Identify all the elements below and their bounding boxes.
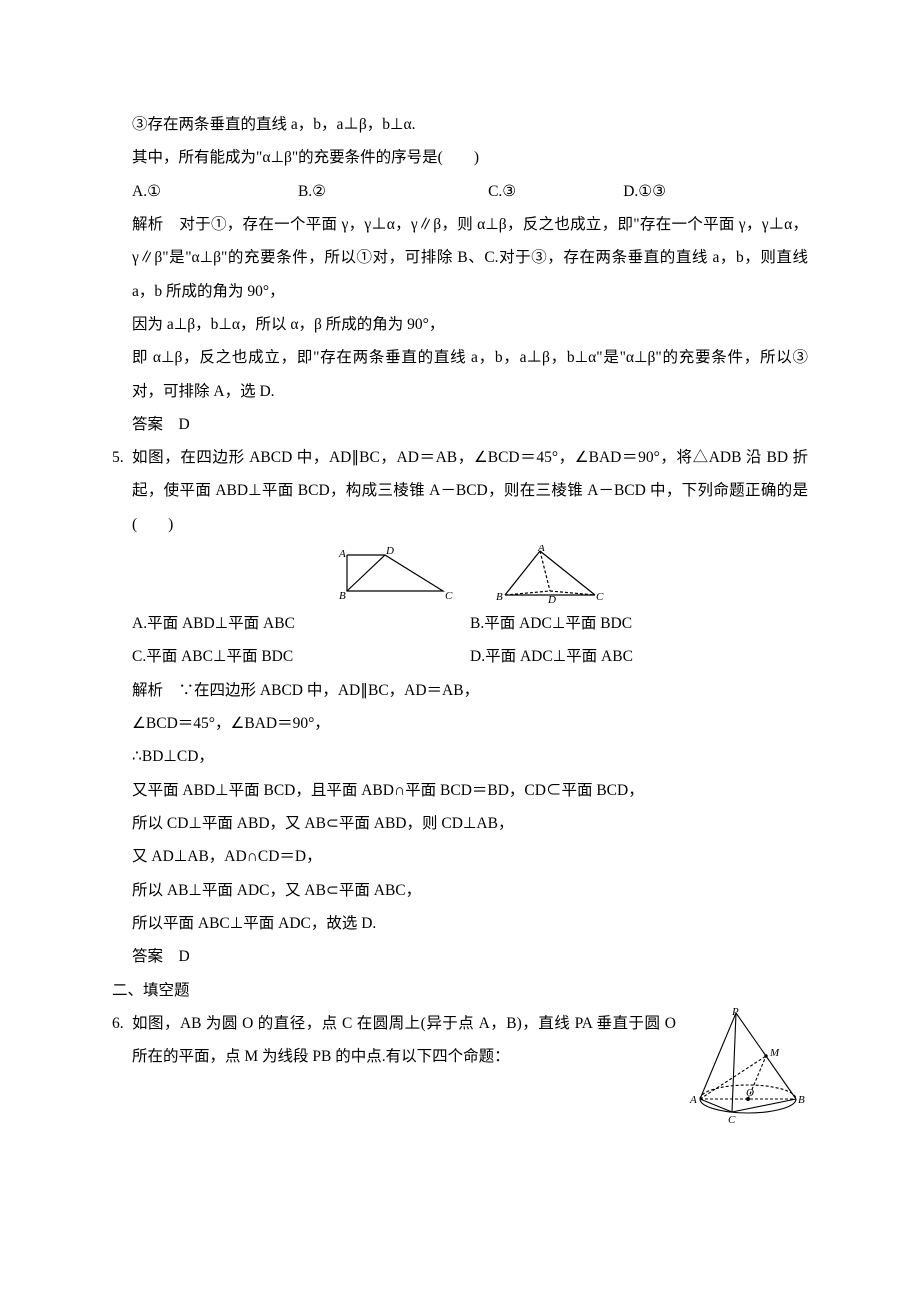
q5-sol-label: 解析 xyxy=(132,682,163,699)
q4-opt-d: D.①③ xyxy=(623,175,666,208)
lbl-D: D xyxy=(385,545,394,557)
q5-ans-label: 答案 xyxy=(132,948,163,965)
q5-sol3: ∴BD⊥CD， xyxy=(132,740,808,773)
lbl-B6: B xyxy=(798,1094,805,1106)
lbl-O: O xyxy=(746,1087,754,1099)
q5-sol1: ∵在四边形 ABCD 中，AD∥BC，AD＝AB， xyxy=(179,682,480,699)
q5-opt-a: A.平面 ABD⊥平面 ABC xyxy=(132,607,470,640)
lbl-A: A xyxy=(338,548,346,560)
q5-sol8: 所以平面 ABC⊥平面 ADC，故选 D. xyxy=(132,907,808,940)
q4-prompt: 其中，所有能成为"α⊥β"的充要条件的序号是( ) xyxy=(112,141,808,174)
q5-figures: A D B C xyxy=(132,541,808,607)
q6-stem: 如图，AB 为圆 O 的直径，点 C 在圆周上(异于点 A，B)，直线 PA 垂… xyxy=(132,1007,676,1127)
q5-solution: 解析 ∵在四边形 ABCD 中，AD∥BC，AD＝AB， xyxy=(132,674,808,707)
q5-num: 5. xyxy=(112,441,132,973)
q5-stem: 如图，在四边形 ABCD 中，AD∥BC，AD＝AB，∠BCD＝45°，∠BAD… xyxy=(132,441,808,541)
lbl-B2: B xyxy=(496,591,503,603)
q4-ans-label: 答案 xyxy=(132,416,163,433)
q5-ans-value: D xyxy=(179,948,190,965)
q4-stmt3: ③存在两条垂直的直线 a，b，a⊥β，b⊥α. xyxy=(112,108,808,141)
q4-sol2: 因为 a⊥β，b⊥α，所以 α，β 所成的角为 90°， xyxy=(112,308,808,341)
q5-opt-d: D.平面 ADC⊥平面 ABC xyxy=(470,640,808,673)
lbl-A2: A xyxy=(537,545,545,554)
lbl-D2: D xyxy=(547,594,556,605)
q4-sol-label: 解析 xyxy=(132,216,164,233)
q4-options: A.① B.② C.③ D.①③ xyxy=(112,175,808,208)
lbl-C2: C xyxy=(596,591,604,603)
q4-answer: 答案 D xyxy=(112,408,808,441)
q4-opt-b: B.② xyxy=(298,175,326,208)
q5-sol5: 所以 CD⊥平面 ABD，又 AB⊂平面 ABD，则 CD⊥AB， xyxy=(132,807,808,840)
q4-sol1: 对于①，存在一个平面 γ，γ⊥α，γ∥β，则 α⊥β，反之也成立，即"存在一个平… xyxy=(132,216,808,300)
q4-solution: 解析 对于①，存在一个平面 γ，γ⊥α，γ∥β，则 α⊥β，反之也成立，即"存在… xyxy=(112,208,808,308)
q5-sol4: 又平面 ABD⊥平面 BCD，且平面 ABD∩平面 BCD＝BD，CD⊂平面 B… xyxy=(132,774,808,807)
q5-sol6: 又 AD⊥AB，AD∩CD＝D， xyxy=(132,840,808,873)
q4-opt-c: C.③ xyxy=(488,175,516,208)
q6-num: 6. xyxy=(112,1007,132,1127)
lbl-M: M xyxy=(769,1047,780,1059)
lbl-C: C xyxy=(445,590,453,601)
q5-sol2: ∠BCD＝45°，∠BAD＝90°， xyxy=(132,707,808,740)
q5-sol7: 所以 AB⊥平面 ADC，又 AB⊂平面 ABC， xyxy=(132,874,808,907)
q5-opt-b: B.平面 ADC⊥平面 BDC xyxy=(470,607,808,640)
q4-sol3: 即 α⊥β，反之也成立，即"存在两条垂直的直线 a，b，a⊥β，b⊥α"是"α⊥… xyxy=(112,341,808,408)
q6-figure: P A B C M O xyxy=(688,1007,808,1127)
q5-answer: 答案 D xyxy=(132,940,808,973)
q5-fig-left: A D B C xyxy=(335,545,455,601)
q4-ans-value: D xyxy=(179,416,190,433)
q5-fig-right: A B C D xyxy=(495,545,605,605)
q5-opt-c: C.平面 ABC⊥平面 BDC xyxy=(132,640,470,673)
q6: 6. 如图，AB 为圆 O 的直径，点 C 在圆周上(异于点 A，B)，直线 P… xyxy=(112,1007,808,1127)
lbl-B: B xyxy=(339,590,346,601)
lbl-A6: A xyxy=(689,1094,697,1106)
q4-opt-a: A.① xyxy=(132,175,161,208)
section-2-heading: 二、填空题 xyxy=(112,974,808,1007)
q5: 5. 如图，在四边形 ABCD 中，AD∥BC，AD＝AB，∠BCD＝45°，∠… xyxy=(112,441,808,973)
lbl-C6: C xyxy=(728,1114,736,1126)
lbl-P: P xyxy=(731,1007,739,1018)
